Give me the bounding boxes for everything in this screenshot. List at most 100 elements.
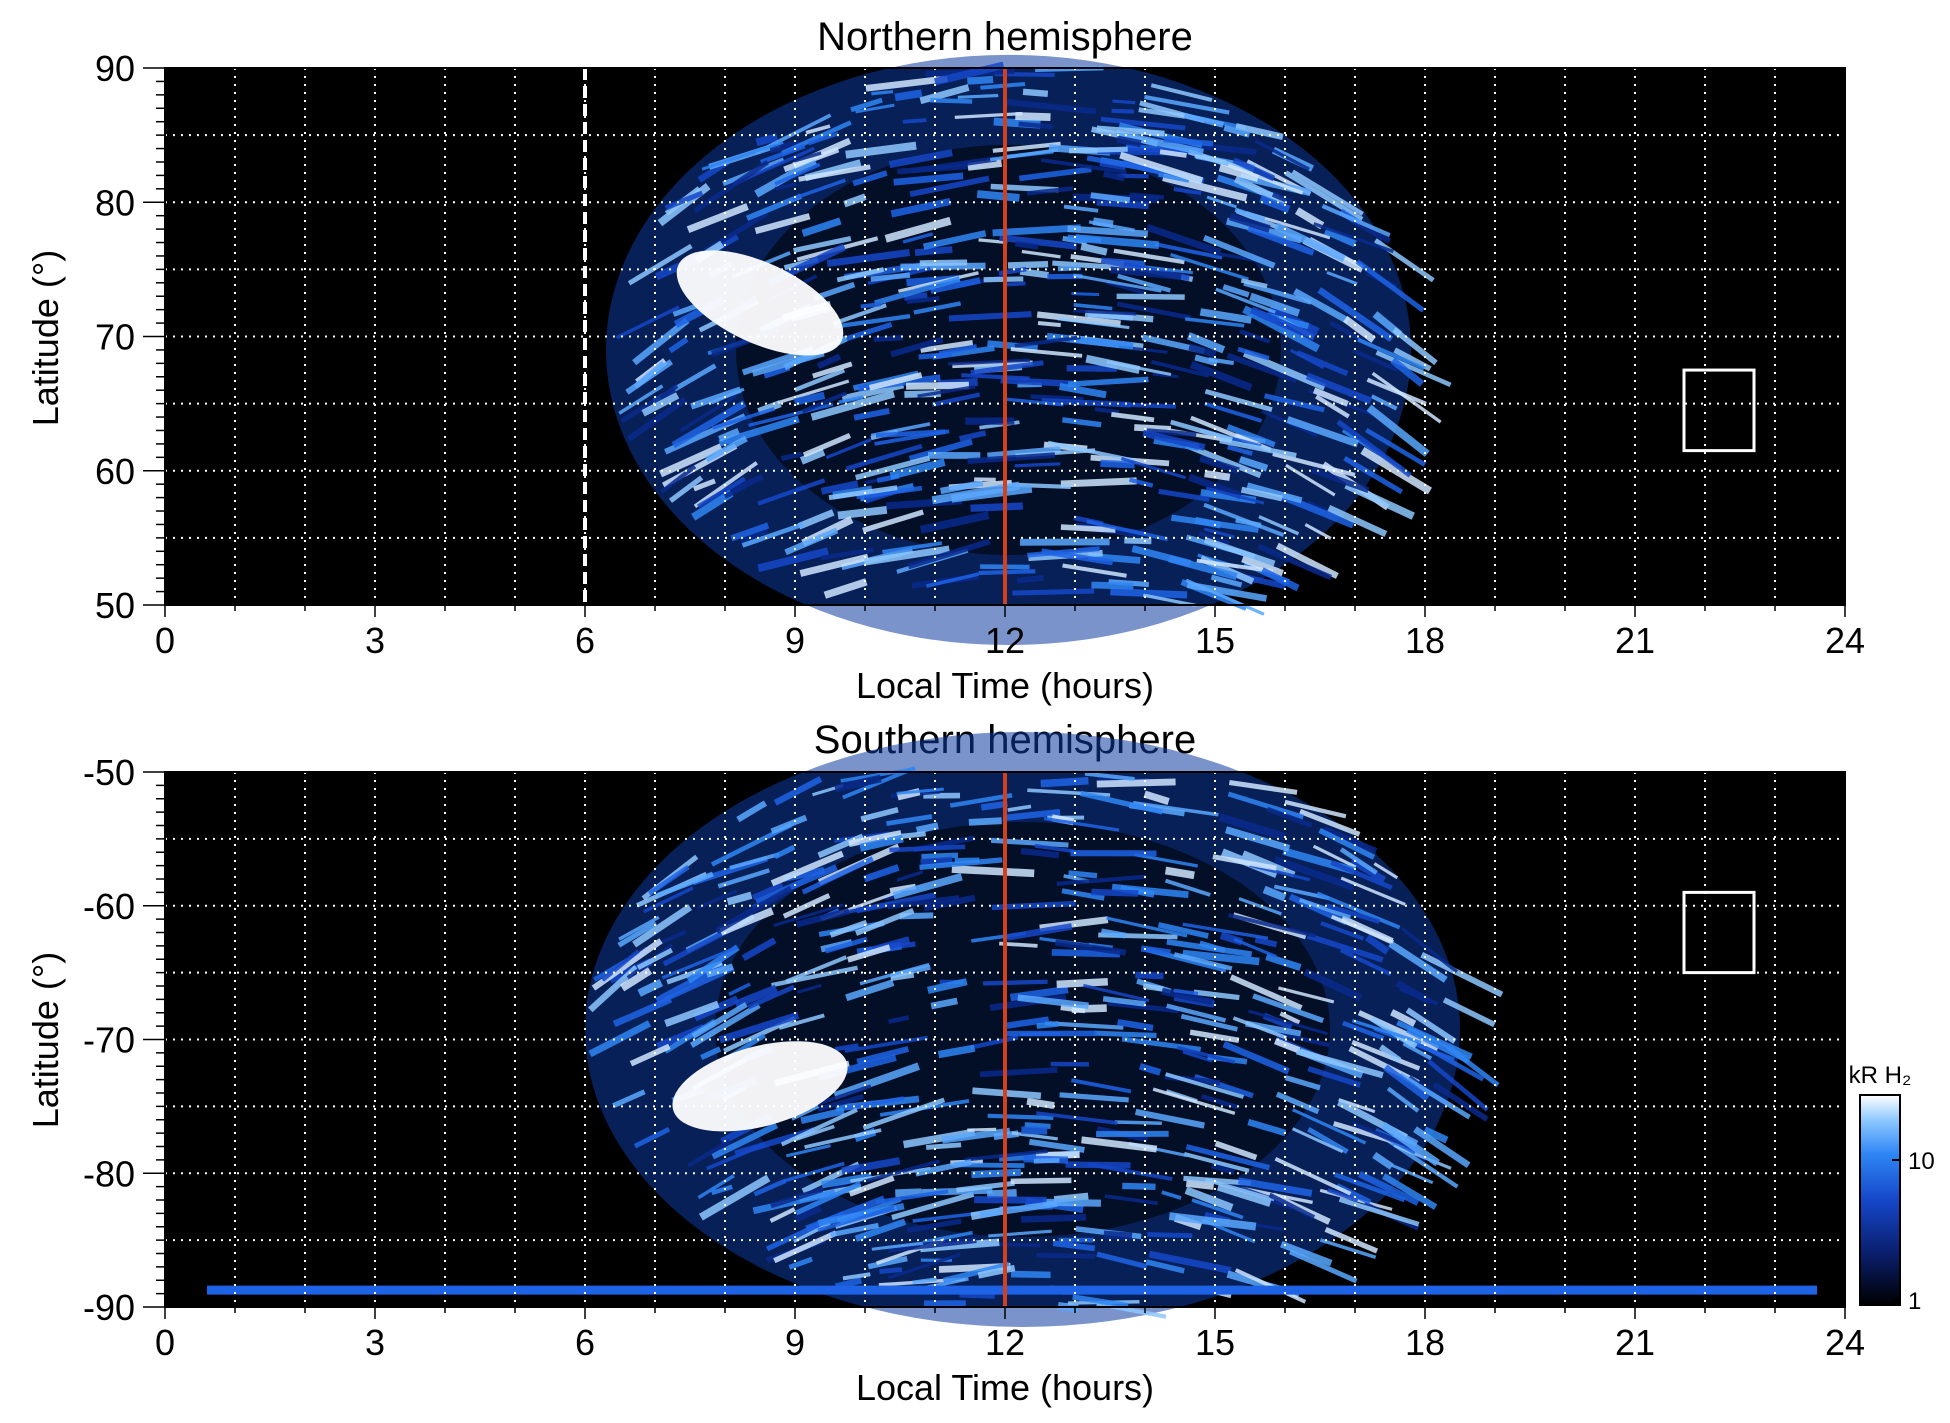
north-emission-streak (1199, 308, 1252, 324)
south-emission-streak (632, 904, 693, 948)
north-emission-streak (905, 381, 969, 390)
north-emission-streak (908, 438, 973, 462)
south-emission-streak (1299, 808, 1361, 837)
north-emission-streak (870, 272, 911, 282)
south-emission-streak (697, 1174, 735, 1200)
south-emission-streak (1176, 1045, 1236, 1064)
north-emission-streak (664, 190, 704, 211)
north-emission-streak (1116, 135, 1142, 148)
north-emission-streak (781, 451, 803, 462)
north-emission-streak (841, 381, 905, 403)
north-emission-streak (1284, 170, 1364, 222)
south-xtick-label: 24 (1825, 1322, 1865, 1363)
south-emission-streak (879, 1267, 903, 1274)
north-emission-streak (1215, 287, 1276, 314)
north-emission-streak (1100, 116, 1186, 131)
north-emission-streak (1226, 424, 1276, 448)
south-emission-streak (1083, 983, 1150, 1003)
south-emission-streak (839, 1196, 902, 1224)
south-emission-streak (1100, 928, 1127, 939)
north-emission-streak (793, 151, 822, 163)
north-emission-streak (947, 358, 1030, 366)
south-xtick-label: 9 (785, 1322, 805, 1363)
south-emission-streak (824, 936, 868, 954)
south-emission-streak (1432, 1082, 1489, 1122)
north-emission-streak (1326, 270, 1358, 286)
north-emission-streak (845, 141, 917, 159)
north-bright-spot (676, 250, 844, 356)
north-emission-streak (836, 267, 885, 283)
south-emission-streak (845, 979, 895, 1002)
north-emission-streak (1152, 372, 1179, 379)
south-emission-streak (871, 1241, 924, 1251)
north-emission-streak (798, 164, 871, 182)
north-emission-streak (1116, 301, 1192, 320)
south-emission-streak (687, 1139, 731, 1168)
south-emission-streak (896, 870, 924, 882)
south-emission-streak (889, 844, 966, 853)
north-emission-streak (1238, 456, 1269, 472)
south-emission-streak (1027, 788, 1111, 797)
north-emission-streak (954, 111, 1023, 120)
north-emission-streak (691, 489, 734, 521)
north-xtick-label: 0 (155, 620, 175, 661)
north-emission-streak (1360, 447, 1433, 495)
north-emission-streak (868, 372, 923, 391)
south-emission-streak (1242, 850, 1296, 878)
south-emission-streak (875, 1189, 949, 1205)
south-emission-streak (1017, 994, 1089, 1009)
north-emission-streak (837, 505, 888, 520)
south-emission-streak (1134, 1108, 1205, 1129)
north-emission-streak (1073, 273, 1162, 293)
north-emission-streak (967, 158, 1003, 171)
south-emission-streak (1338, 1197, 1420, 1227)
north-emission-streak (1158, 173, 1190, 183)
north-minor-ticks (143, 67, 1846, 617)
north-emission-streak (826, 248, 910, 268)
south-emission-streak (1383, 1064, 1430, 1102)
north-emission-streak (1106, 280, 1148, 296)
north-emission-streak (1091, 581, 1134, 590)
south-emission-streak (887, 1252, 961, 1280)
north-emission-streak (1257, 543, 1333, 581)
south-emission-streak (795, 1181, 862, 1216)
north-emission-streak (810, 390, 896, 421)
south-emission-streak (1036, 1021, 1059, 1029)
north-xaxis-label: Local Time (hours) (856, 665, 1154, 706)
north-emission-streak (633, 360, 666, 389)
north-emission-streak (1186, 332, 1226, 354)
south-emission-streak (1322, 826, 1378, 855)
south-emission-streak (734, 984, 778, 1009)
north-emission-streak (833, 313, 911, 329)
north-emission-streak (874, 276, 961, 306)
north-emission-streak (1170, 253, 1249, 281)
north-xtick-label: 21 (1615, 620, 1655, 661)
north-ytick-label: 80 (95, 182, 135, 223)
south-emission-streak (1205, 1178, 1275, 1202)
north-emission-streak (1158, 488, 1210, 502)
north-emission-streak (1227, 444, 1253, 456)
south-ytick-label: -50 (83, 752, 135, 793)
north-title: Northern hemisphere (817, 15, 1193, 59)
south-emission-streak (986, 1189, 1017, 1199)
south-emission-streak (1252, 993, 1325, 1024)
north-emission-streak (1120, 456, 1187, 480)
south-emission-streak (1036, 1111, 1118, 1125)
north-emission-streak (1170, 419, 1233, 442)
south-emission-streak (1420, 951, 1504, 998)
south-emission-streak (887, 895, 960, 910)
north-emission-streak (1019, 268, 1049, 279)
south-emission-streak (937, 1044, 976, 1059)
south-emission-streak (741, 937, 777, 962)
south-emission-streak (1318, 827, 1376, 860)
south-emission-streak (778, 1013, 825, 1030)
north-emission-streak (1254, 139, 1310, 171)
north-emission-streak (957, 93, 999, 99)
south-emission-streak (1222, 1041, 1290, 1075)
south-emission-streak (752, 1189, 836, 1215)
south-emission-streak (783, 1161, 845, 1183)
north-emission-streak (820, 480, 859, 495)
south-emission-streak (719, 907, 774, 936)
south-emission-streak (829, 1222, 879, 1238)
north-emission-streak (919, 84, 970, 105)
